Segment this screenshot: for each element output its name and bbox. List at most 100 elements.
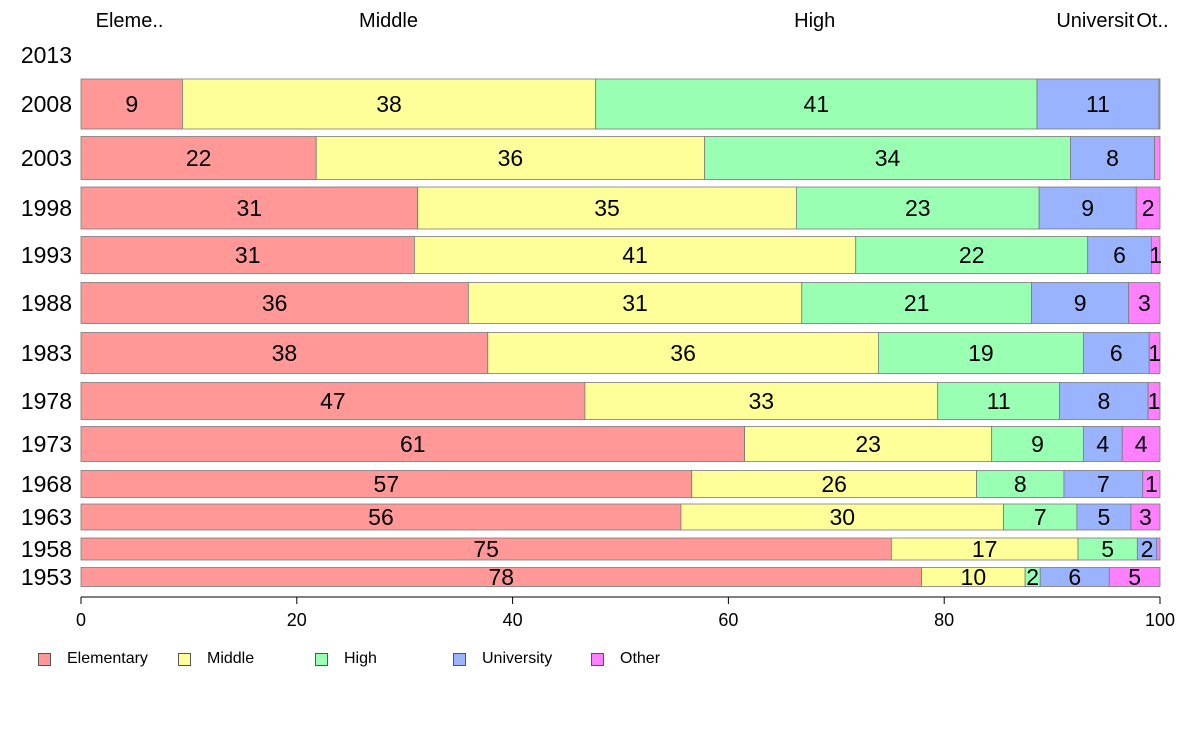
bar-value-label: 10 [961, 564, 987, 590]
bar-segment [80, 426, 745, 462]
bar-value-label: 1 [1148, 388, 1161, 414]
bar-segment [1038, 186, 1137, 230]
year-label: 2008 [21, 91, 72, 117]
bar-value-label: 34 [875, 145, 901, 171]
bar-value-label: 5 [1101, 536, 1114, 562]
bar-value-label: 23 [855, 431, 881, 457]
bar-segment [80, 470, 693, 498]
x-tick-label: 20 [287, 610, 307, 630]
bar-segment [680, 503, 1004, 531]
bar-segment [1150, 236, 1161, 274]
bar-segment [80, 186, 419, 230]
bar-segment [1156, 537, 1161, 561]
bar-value-label: 9 [1031, 431, 1044, 457]
bar-value-label: 35 [594, 195, 620, 221]
bar-value-label: 38 [272, 340, 298, 366]
bar-segment [1121, 426, 1161, 462]
bar-value-label: 56 [368, 504, 394, 530]
year-label: 1973 [21, 431, 72, 457]
bar-value-label: 2 [1141, 536, 1154, 562]
bar-value-label: 57 [374, 471, 400, 497]
bar-value-label: 1 [1145, 471, 1158, 497]
bar-value-label: 1 [1148, 340, 1161, 366]
bar-value-label: 31 [237, 195, 263, 221]
bar-segment [1128, 282, 1161, 324]
bar-segment [1082, 332, 1150, 374]
bar-value-label: 6 [1068, 564, 1081, 590]
bar-value-label: 2 [1142, 195, 1155, 221]
x-tick-label: 80 [934, 610, 954, 630]
bar-value-label: 11 [987, 388, 1011, 414]
legend-label: High [344, 650, 377, 667]
bar-value-label: 9 [1074, 290, 1087, 316]
bar-segment [595, 78, 1038, 130]
bar-segment [1158, 78, 1161, 130]
bar-value-label: 5 [1128, 564, 1141, 590]
year-label: 1953 [21, 564, 72, 590]
bar-value-label: 36 [498, 145, 524, 171]
bar-segment [80, 332, 489, 374]
legend: Elementary Middle High University Other [38, 650, 738, 672]
legend-swatch [591, 652, 604, 666]
bar-segment [182, 78, 597, 130]
bar-segment [1082, 426, 1123, 462]
bar-value-label: 33 [749, 388, 775, 414]
bar-value-label: 22 [959, 242, 985, 268]
bar-segment [1142, 470, 1161, 498]
bar-segment [80, 236, 415, 274]
year-label: 1993 [21, 242, 72, 268]
bar-segment [991, 426, 1084, 462]
bar-segment [1154, 136, 1161, 180]
bar-value-label: 4 [1096, 431, 1109, 457]
year-label: 1998 [21, 195, 72, 221]
legend-item: Other [591, 650, 660, 668]
bar-segment [704, 136, 1071, 180]
bar-value-label: 31 [235, 242, 261, 268]
bar-segment [1147, 382, 1161, 420]
bar-value-label: 8 [1014, 471, 1027, 497]
bar-value-label: 26 [821, 471, 847, 497]
bar-value-label: 31 [622, 290, 648, 316]
bar-value-label: 17 [972, 536, 998, 562]
legend-item: Elementary [38, 650, 148, 668]
bar-value-label: 3 [1139, 504, 1152, 530]
bar-segment [1076, 503, 1132, 531]
legend-item: Middle [178, 650, 254, 668]
top-label: Ot.. [1136, 10, 1168, 32]
bar-segment [1087, 236, 1152, 274]
bar-segment [315, 136, 706, 180]
year-label: 2003 [21, 145, 72, 171]
bar-value-label: 2 [1026, 564, 1039, 590]
year-label: 1968 [21, 471, 72, 497]
bar-segment [801, 282, 1032, 324]
bar-segment [976, 470, 1065, 498]
bar-value-label: 11 [1086, 91, 1110, 117]
bar-value-label: 6 [1113, 242, 1126, 268]
bar-segment [487, 332, 879, 374]
legend-swatch [178, 652, 191, 666]
bar-segment [80, 136, 317, 180]
legend-label: Elementary [67, 650, 148, 667]
legend-swatch [453, 652, 466, 666]
top-label: Eleme.. [96, 10, 164, 32]
bar-segment [855, 236, 1089, 274]
year-label: 1988 [21, 290, 72, 316]
top-label: Universit [1056, 10, 1134, 32]
bar-value-label: 22 [186, 145, 212, 171]
year-label: 1958 [21, 536, 72, 562]
bar-value-label: 36 [262, 290, 288, 316]
bar-value-label: 38 [376, 91, 402, 117]
bar-value-label: 75 [473, 536, 499, 562]
bar-value-label: 61 [400, 431, 426, 457]
legend-swatch [38, 652, 51, 666]
bar-value-label: 5 [1097, 504, 1110, 530]
year-label: 1963 [21, 504, 72, 530]
bar-value-label: 41 [622, 242, 648, 268]
bar-segment [1148, 332, 1161, 374]
year-label: 1978 [21, 388, 72, 414]
bar-value-label: 36 [670, 340, 696, 366]
bar-segment [414, 236, 857, 274]
x-tick-label: 40 [503, 610, 523, 630]
legend-swatch [315, 652, 328, 666]
